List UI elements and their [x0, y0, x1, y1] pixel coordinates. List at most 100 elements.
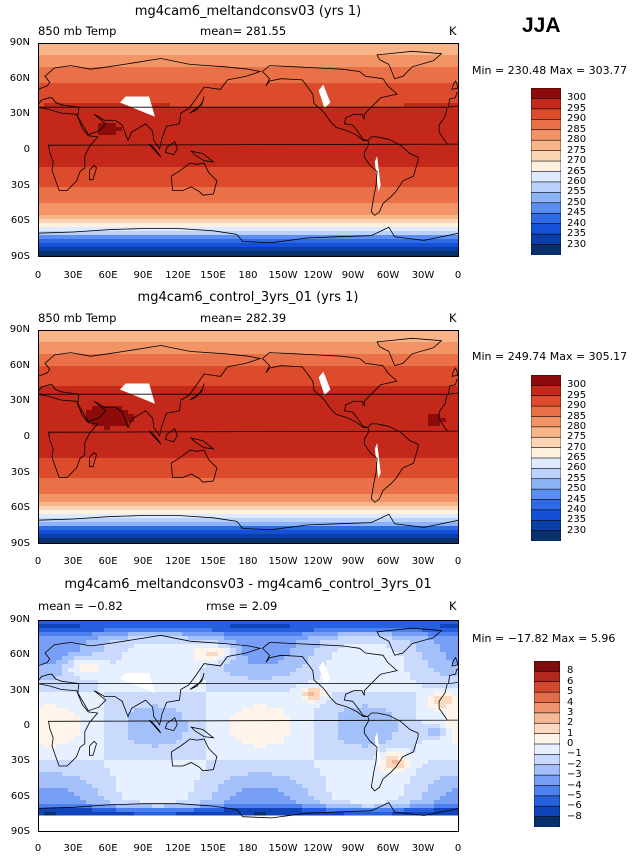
colorbar-label: 270	[567, 441, 587, 453]
longitude-label: 150W	[268, 270, 298, 281]
longitude-label: 0	[454, 843, 462, 854]
longitude-label: 90W	[341, 843, 365, 854]
longitude-label: 0	[34, 556, 42, 567]
min-max-label: Min = 230.48 Max = 303.77	[472, 64, 628, 77]
colorbar-label: 300	[567, 379, 587, 391]
colorbar-swatch	[531, 212, 561, 225]
latitude-label: 60N	[9, 72, 30, 84]
coastline	[376, 50, 443, 80]
colorbar-label: 235	[567, 228, 587, 240]
masked-terrain	[119, 383, 155, 404]
colorbar-label: 0	[567, 738, 574, 749]
coastline	[38, 513, 459, 544]
coastline	[261, 65, 398, 141]
longitude-label: 150E	[200, 843, 226, 854]
colorbar-swatch	[531, 385, 561, 397]
longitude-label: 120W	[303, 843, 333, 854]
longitude-label: 90E	[133, 843, 153, 854]
colorbar-swatch	[534, 722, 560, 735]
colorbar-label: 280	[567, 134, 587, 146]
colorbar-swatch	[534, 712, 560, 725]
coastline	[165, 717, 178, 732]
longitude-label: 150E	[200, 556, 226, 567]
colorbar-swatch	[534, 733, 560, 745]
latitude-label: 60N	[9, 649, 30, 661]
coastline	[148, 143, 162, 158]
longitude-label: 120E	[165, 843, 191, 854]
colorbar-swatch	[534, 671, 560, 683]
colorbar-label: 240	[567, 503, 587, 515]
longitude-label: 0	[454, 556, 462, 567]
difference-map	[38, 620, 459, 832]
colorbar-label: −5	[567, 789, 582, 801]
colorbar-label: 255	[567, 186, 587, 198]
longitude-label: 60W	[376, 270, 400, 281]
mean-label: mean= 282.39	[200, 311, 287, 325]
colorbar-swatch	[531, 509, 561, 522]
latitude-label: 30N	[9, 395, 30, 407]
latitude-label: 0	[23, 720, 30, 731]
map-frame	[38, 620, 459, 832]
longitude-label: 120E	[165, 556, 191, 567]
colorbar	[531, 375, 561, 541]
colorbar-swatch	[531, 499, 561, 511]
colorbar-label: −2	[567, 758, 582, 770]
colorbar-label: −4	[567, 779, 582, 791]
longitude-label: 90E	[133, 556, 153, 567]
colorbar-label: 270	[567, 155, 587, 167]
coastline	[38, 683, 459, 767]
map-frame	[38, 330, 459, 544]
latitude-label: 30S	[10, 755, 30, 767]
colorbar-label: 6	[567, 675, 574, 687]
latitude-label: 90S	[10, 251, 30, 262]
colorbar-swatch	[531, 150, 561, 162]
units-label: K	[449, 599, 457, 613]
colorbar-swatch	[531, 244, 561, 255]
latitude-label: 0	[23, 144, 30, 155]
longitude-label: 60W	[376, 843, 400, 854]
variable-label: 850 mb Temp	[38, 24, 117, 38]
latitude-label: 60N	[9, 359, 30, 371]
latitude-label: 30N	[9, 108, 30, 120]
colorbar-swatch	[534, 754, 560, 766]
map-field	[38, 330, 459, 544]
coastline	[38, 802, 459, 832]
colorbar-swatch	[534, 785, 560, 797]
colorbar-swatch	[531, 447, 561, 459]
colorbar-swatch	[534, 816, 560, 827]
coastline	[376, 627, 443, 656]
longitude-label: 60W	[376, 556, 400, 567]
variable-label: 850 mb Temp	[38, 311, 117, 325]
coastline	[89, 451, 97, 468]
coastline	[363, 136, 419, 216]
coastline	[363, 712, 419, 792]
longitude-label: 30W	[411, 843, 435, 854]
longitude-label: 120W	[303, 270, 333, 281]
latitude-label: 90S	[10, 538, 30, 549]
colorbar-label: 300	[567, 92, 587, 104]
longitude-label: 150W	[268, 556, 298, 567]
longitude-label: 180	[238, 843, 258, 854]
masked-terrain	[318, 84, 331, 109]
coastline	[448, 667, 459, 685]
colorbar-swatch	[534, 661, 560, 673]
masked-terrain	[318, 661, 331, 685]
colorbar-label: 265	[567, 452, 587, 463]
coastline	[376, 337, 443, 367]
colorbar-swatch	[531, 426, 561, 439]
colorbar-label: 275	[567, 144, 587, 156]
longitude-label: 30E	[63, 556, 83, 567]
coastline	[170, 449, 218, 483]
colorbar-swatch	[531, 457, 561, 470]
colorbar-swatch	[534, 702, 560, 714]
colorbar-swatch	[531, 478, 561, 490]
masked-terrain	[318, 371, 331, 396]
colorbar-label: −3	[567, 769, 582, 781]
colorbar-label: 8	[567, 665, 574, 677]
coastline	[190, 150, 215, 163]
coastline	[165, 428, 178, 443]
colorbar-swatch	[531, 375, 561, 387]
temperature-map	[38, 330, 459, 544]
season-label: JJA	[522, 14, 561, 37]
colorbar-swatch	[531, 530, 561, 541]
